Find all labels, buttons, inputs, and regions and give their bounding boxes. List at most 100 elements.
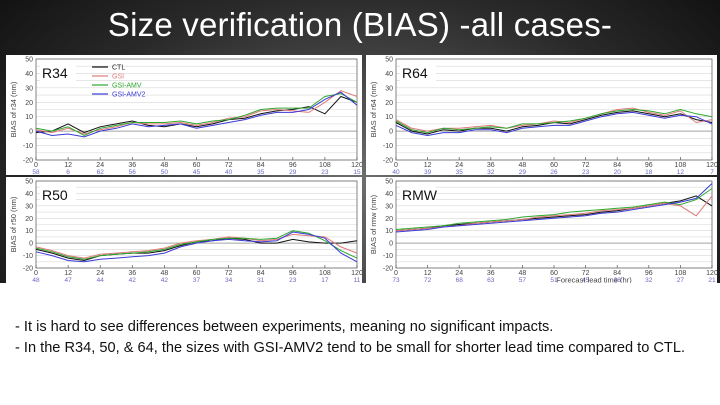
r34-case-count: 29 [289, 169, 297, 175]
r64-case-count: 12 [677, 169, 685, 175]
r50-xtick-label: 120 [351, 270, 362, 277]
r50-panel-label-text: R50 [42, 187, 68, 203]
r50-xtick-label: 0 [34, 270, 38, 277]
r50-xtick-label: 84 [257, 270, 265, 277]
rmw-panel-label-text: RMW [402, 187, 438, 203]
r64-ylabel: BIAS of r64 (nm) [369, 81, 378, 137]
rmw-case-count: 68 [456, 277, 464, 283]
r34-xtick-label: 96 [289, 162, 297, 169]
r34-case-count: 56 [129, 169, 137, 175]
r64-xtick-label: 0 [394, 162, 398, 169]
rmw-case-count: 32 [645, 277, 653, 283]
r64-series-gsi-amv2 [395, 111, 713, 137]
r50-case-count: 37 [193, 277, 201, 283]
r64-xtick-label: 12 [424, 162, 432, 169]
rmw-xtick-label: 36 [487, 270, 495, 277]
r50-ylabel: BIAS of r50 (nm) [9, 196, 18, 252]
r64-case-count: 39 [424, 169, 432, 175]
r34-case-count: 58 [32, 169, 40, 175]
r50-xtick-label: 48 [161, 270, 169, 277]
r64-series-gsi [395, 107, 713, 132]
r34-xtick-label: 72 [225, 162, 233, 169]
r34-ytick-label: 30 [25, 85, 33, 92]
r34-case-count: 35 [257, 169, 265, 175]
r50-xtick-label: 12 [64, 270, 72, 277]
r50-ytick-label: -10 [23, 253, 33, 260]
r50-case-count: 42 [161, 277, 169, 283]
rmw-ytick-label: 20 [385, 216, 393, 223]
rmw-ylabel: BIAS of rmw (nm) [369, 194, 378, 254]
r50-xtick-label: 60 [193, 270, 201, 277]
slide-title: Size verification (BIAS) -all cases- [107, 6, 613, 43]
r50-series-gsi-amv [35, 230, 358, 260]
rmw-case-count: 38 [614, 277, 622, 283]
rmw-ytick-label: 10 [385, 228, 393, 235]
r34-case-count: 15 [353, 169, 361, 175]
r64-case-count: 40 [392, 169, 400, 175]
rmw-series-gsi-amv [395, 188, 713, 230]
chart-r64: -20-100102030405004012392435363248296026… [369, 57, 717, 176]
rmw-xtick-label: 72 [582, 270, 590, 277]
r64-case-count: 26 [550, 169, 558, 175]
r50-ytick-label: 0 [29, 241, 33, 248]
r34-case-count: 45 [193, 169, 201, 175]
note-line-2: - In the R34, 50, & 64, the sizes with G… [15, 340, 685, 356]
rmw-case-count: 72 [424, 277, 432, 283]
legend-label-gsi: GSI [112, 74, 124, 81]
r64-ytick-label: 50 [385, 57, 393, 64]
r50-xtick-label: 108 [319, 270, 331, 277]
rmw-case-count: 57 [519, 277, 527, 283]
rmw-ytick-label: 50 [385, 179, 393, 186]
r34-case-count: 50 [161, 169, 169, 175]
r64-case-count: 29 [519, 169, 527, 175]
rmw-xtick-label: 12 [424, 270, 432, 277]
rmw-case-count: 45 [582, 277, 590, 283]
r64-xtick-label: 36 [487, 162, 495, 169]
rmw-ytick-label: 0 [389, 241, 393, 248]
rmw-panel-label: RMW [400, 186, 438, 203]
r64-case-count: 20 [614, 169, 622, 175]
r50-ytick-label: 40 [25, 191, 33, 198]
r64-case-count: 18 [645, 169, 653, 175]
r34-ytick-label: 50 [25, 57, 33, 64]
r50-case-count: 11 [354, 277, 361, 283]
r64-ytick-label: 20 [385, 100, 393, 107]
r34-ytick-label: 40 [25, 71, 33, 78]
r34-xtick-label: 60 [193, 162, 201, 169]
rmw-case-count: 73 [392, 277, 400, 283]
r64-case-count: 23 [582, 169, 590, 175]
r64-case-count: 35 [456, 169, 464, 175]
rmw-case-count: 51 [550, 277, 558, 283]
r50-case-count: 23 [289, 277, 297, 283]
r34-xtick-label: 24 [96, 162, 104, 169]
chart-rmw: -20-100102030405007312722468366348576051… [369, 179, 717, 284]
chart-panel-r64: -20 -10 0 10 20 30 40 50 0 40 12 39 24 35 36 32 48 29 60 26… [366, 55, 717, 175]
rmw-ytick-label: 40 [385, 191, 393, 198]
legend-label-gsi-amv: GSI-AMV [112, 83, 142, 90]
r50-panel-label: R50 [40, 186, 76, 203]
r34-series-gsi-amv2 [35, 91, 358, 138]
rmw-ytick-label: -20 [383, 266, 393, 273]
rmw-ytick-label: 30 [385, 203, 393, 210]
rmw-xtick-label: 24 [455, 270, 463, 277]
r64-ytick-label: 0 [389, 129, 393, 136]
r50-case-count: 47 [64, 277, 72, 283]
r50-xtick-label: 72 [225, 270, 233, 277]
rmw-xlabel: Forecast lead time (hr) [556, 276, 632, 284]
rmw-xtick-label: 0 [394, 270, 398, 277]
r34-case-count: 6 [66, 169, 70, 175]
r50-ytick-label: 10 [25, 228, 33, 235]
r50-xtick-label: 24 [96, 270, 104, 277]
r64-ytick-label: 10 [385, 114, 393, 121]
r34-xtick-label: 12 [64, 162, 72, 169]
chart-panel-rmw: -20 -10 0 10 20 30 40 50 0 73 12 72 24 68 36 63 48 57 60 51… [366, 177, 717, 283]
r50-ytick-label: 20 [25, 216, 33, 223]
r34-xtick-label: 108 [319, 162, 331, 169]
r34-case-count: 23 [321, 169, 329, 175]
r34-series-ctl [35, 95, 358, 134]
rmw-xtick-label: 48 [519, 270, 527, 277]
r64-case-count: 7 [710, 169, 714, 175]
r50-ytick-label: -20 [23, 266, 33, 273]
note-line-1: - It is hard to see differences between … [15, 319, 554, 335]
legend-label-gsi-amv2: GSI-AMV2 [112, 92, 146, 99]
